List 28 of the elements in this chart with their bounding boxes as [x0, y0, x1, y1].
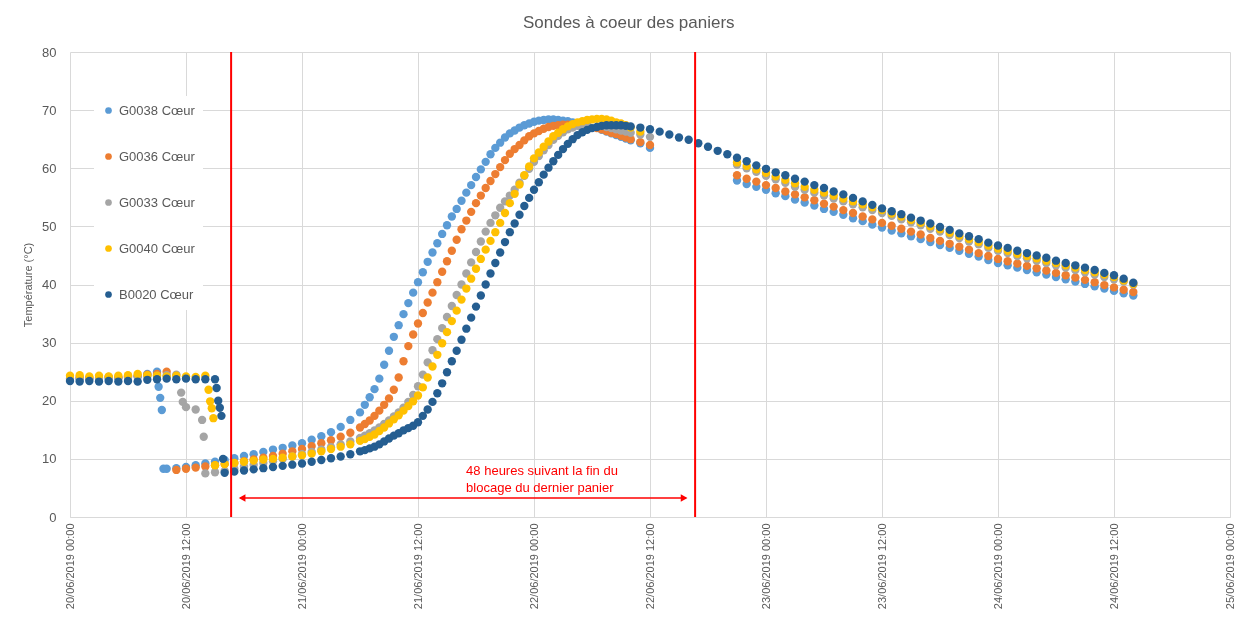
y-tick-label: 40 [42, 277, 57, 292]
chart-title: Sondes à coeur des paniers [522, 13, 735, 32]
x-tick-label: 22/06/2019 00:00 [527, 523, 540, 610]
y-tick-label: 30 [42, 335, 57, 351]
legend-label: G0036 Cœur [119, 148, 196, 164]
x-tick-label: 23/06/2019 00:00 [759, 523, 772, 610]
x-tick-label: 23/06/2019 12:00 [875, 523, 888, 610]
annotation: 48 heures suivant la fin du blocage du dernier panier [466, 463, 618, 495]
y-tick-label: 20 [42, 393, 57, 409]
legend-label: B0020 Cœur [119, 286, 195, 302]
legend-label: G0040 Cœur [119, 240, 196, 256]
y-axis-title: Température (°C) [22, 242, 35, 328]
x-tick-label: 24/06/2019 12:00 [1107, 523, 1120, 610]
y-tick-label: 50 [42, 218, 57, 234]
y-tick-label: 70 [42, 102, 57, 118]
y-tick-label: 0 [49, 509, 57, 525]
x-tick-label: 24/06/2019 00:00 [991, 523, 1004, 610]
x-tick-label: 20/06/2019 00:00 [63, 523, 76, 610]
y-tick-label: 10 [42, 451, 57, 467]
y-tick-label: 60 [42, 160, 57, 176]
x-tick-label: 22/06/2019 12:00 [643, 523, 656, 610]
legend-label: G0033 Cœur [119, 194, 196, 210]
x-tick-label: 20/06/2019 12:00 [179, 523, 192, 610]
x-tick-label: 21/06/2019 12:00 [411, 523, 424, 610]
y-tick-label: 80 [42, 44, 57, 60]
legend-label: G0038 Cœur [119, 102, 196, 118]
x-tick-label: 25/06/2019 00:00 [1223, 523, 1236, 610]
x-tick-label: 21/06/2019 00:00 [295, 523, 308, 610]
